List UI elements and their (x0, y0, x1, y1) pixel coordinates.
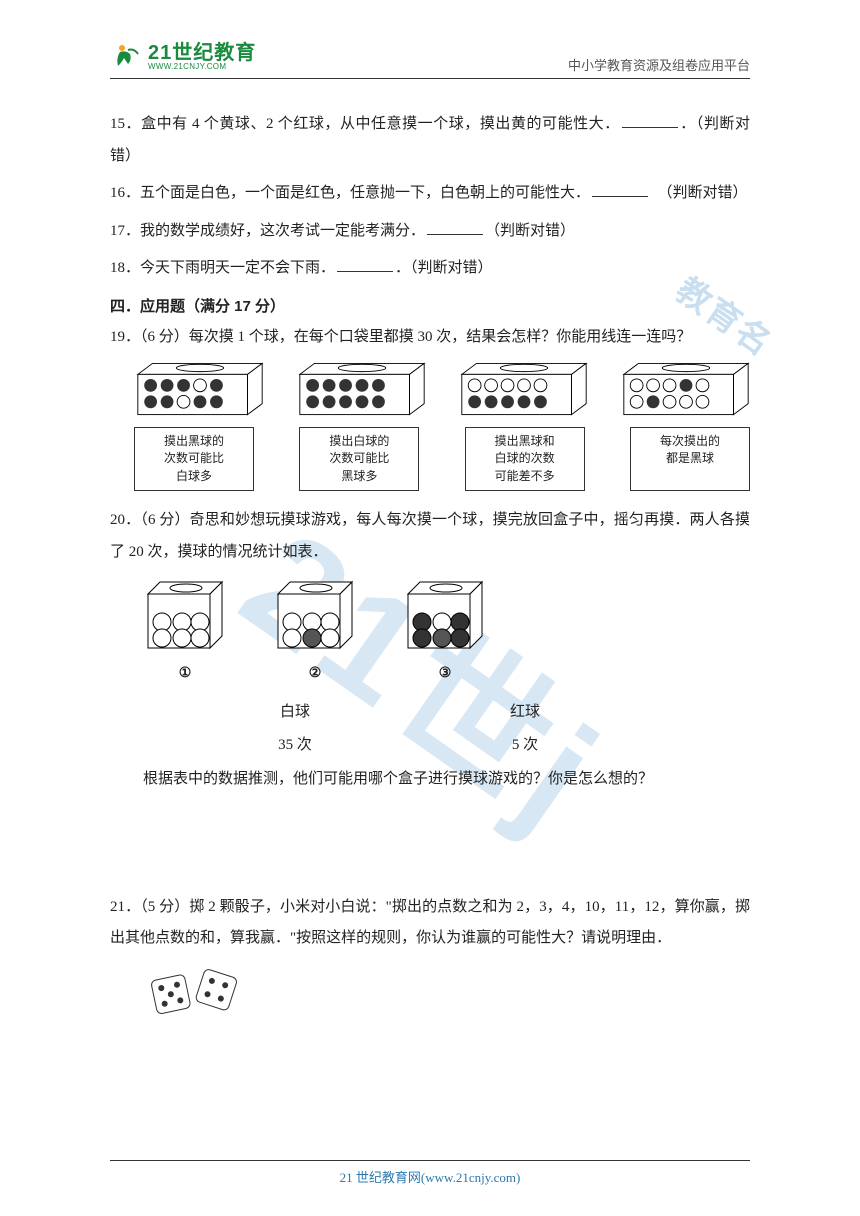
logo-sub-text: WWW.21CNJY.COM (148, 63, 256, 71)
table-cell: 35 次 (180, 727, 410, 760)
q19-boxes-row (136, 361, 750, 417)
logo-main-text: 21世纪教育 (148, 43, 256, 63)
q19-labels-row: 摸出黑球的次数可能比白球多 摸出白球的次数可能比黑球多 摸出黑球和白球的次数可能… (134, 427, 750, 491)
question-21: 21．（5 分）掷 2 颗骰子，小米对小白说："掷出的点数之和为 2，3，4，1… (110, 892, 750, 955)
table-header: 红球 (410, 694, 640, 727)
blank-input[interactable] (337, 257, 393, 272)
table-header: 白球 (180, 694, 410, 727)
logo: 21世纪教育 WWW.21CNJY.COM (110, 40, 256, 74)
question-18: 18．今天下雨明天一定不会下雨．．（判断对错） (110, 253, 750, 285)
q20-followup: 根据表中的数据推测，他们可能用哪个盒子进行摸球游戏的？你是怎么想的？ (110, 764, 750, 796)
section-4-title: 四．应用题（满分 17 分） (110, 295, 750, 316)
blank-input[interactable] (427, 220, 483, 235)
dice-image (144, 969, 750, 1024)
cube-box-icon (400, 576, 490, 656)
ball-box-icon (298, 361, 426, 417)
answer-space (110, 802, 750, 892)
cube-item: ② (270, 576, 360, 682)
question-17: 17．我的数学成绩好，这次考试一定能考满分．（判断对错） (110, 216, 750, 248)
header-right-text: 中小学教育资源及组卷应用平台 (568, 55, 750, 74)
question-16: 16．五个面是白色，一个面是红色，任意抛一下，白色朝上的可能性大． （判断对错） (110, 178, 750, 210)
question-19: 19．（6 分）每次摸 1 个球，在每个口袋里都摸 30 次，结果会怎样？你能用… (110, 322, 750, 354)
blank-input[interactable] (622, 113, 678, 128)
dice-icon (144, 969, 254, 1019)
cube-box-icon (140, 576, 230, 656)
ball-box-icon (136, 361, 264, 417)
ball-box-icon (622, 361, 750, 417)
match-label: 摸出白球的次数可能比黑球多 (299, 427, 419, 491)
match-label: 摸出黑球的次数可能比白球多 (134, 427, 254, 491)
table-cell: 5 次 (410, 727, 640, 760)
q20-cubes-row: ① ② (140, 576, 750, 682)
q20-table: 白球 红球 35 次 5 次 (180, 694, 640, 760)
question-15: 15．盒中有 4 个黄球、2 个红球，从中任意摸一个球，摸出黄的可能性大．．（判… (110, 109, 750, 172)
page-content: 21世纪教育 WWW.21CNJY.COM 中小学教育资源及组卷应用平台 15．… (0, 0, 860, 1074)
cube-item: ③ (400, 576, 490, 682)
match-label: 每次摸出的都是黑球 (630, 427, 750, 491)
ball-box-icon (460, 361, 588, 417)
page-footer: 21 世纪教育网(www.21cnjy.com) (110, 1160, 750, 1186)
question-20: 20．（6 分）奇思和妙想玩摸球游戏，每人每次摸一个球，摸完放回盒子中，摇匀再摸… (110, 505, 750, 568)
logo-figure-icon (110, 40, 144, 74)
page-header: 21世纪教育 WWW.21CNJY.COM 中小学教育资源及组卷应用平台 (110, 40, 750, 79)
blank-input[interactable] (592, 182, 648, 197)
match-label: 摸出黑球和白球的次数可能差不多 (465, 427, 585, 491)
cube-box-icon (270, 576, 360, 656)
cube-item: ① (140, 576, 230, 682)
